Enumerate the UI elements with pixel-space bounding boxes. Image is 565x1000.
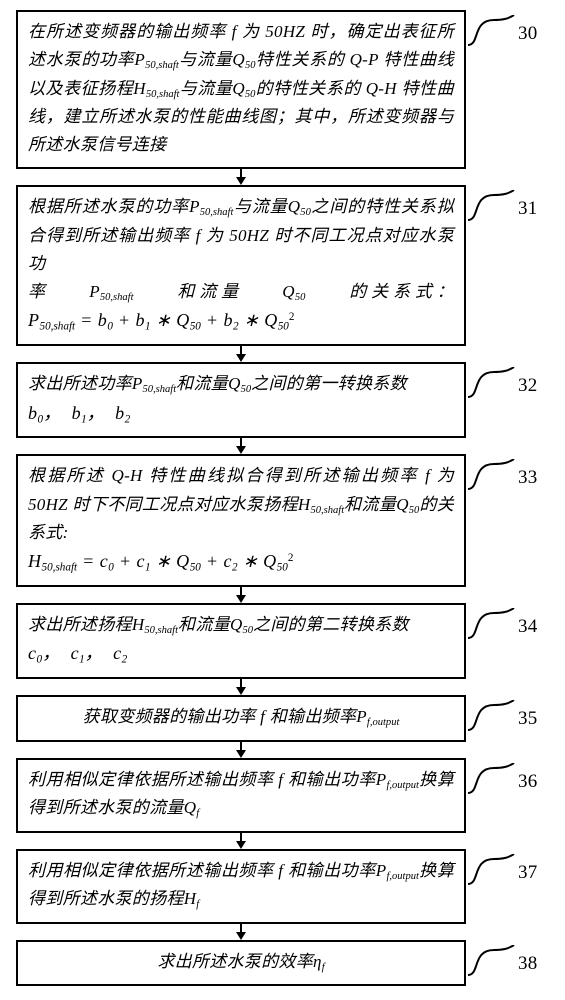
step-number: 33 xyxy=(518,462,538,493)
arrow-icon xyxy=(16,438,466,454)
step-36: 36 利用相似定律依据所述输出频率 f 和输出功率Pf,output换算得到所述… xyxy=(16,758,466,833)
step-number: 35 xyxy=(518,703,538,734)
step-number: 37 xyxy=(518,857,538,888)
step-label-30: 30 xyxy=(466,14,546,50)
text: 与流量 xyxy=(179,79,232,98)
arrow-icon xyxy=(16,833,466,849)
coeffs: c0， c1， c2 xyxy=(28,643,127,663)
step-label-38: 38 xyxy=(466,944,546,980)
arrow-icon xyxy=(16,924,466,940)
text: 和流量 xyxy=(178,615,230,634)
text: 利用相似定律依据所述输出频率 f 和输出功率 xyxy=(28,770,376,789)
step-label-32: 32 xyxy=(466,366,546,402)
formula: H50,shaft = c0 + c1 ∗ Q50 + c2 ∗ Q502 xyxy=(28,547,454,577)
text: 求出所述水泵的效率 xyxy=(157,952,313,971)
step-label-31: 31 xyxy=(466,189,546,225)
step-number: 34 xyxy=(518,611,538,642)
step-number: 36 xyxy=(518,766,538,797)
text: 与流量 xyxy=(179,50,233,69)
arrow-icon xyxy=(16,587,466,603)
step-32: 32 求出所述功率P50,shaft和流量Q50之间的第一转换系数 b0， b1… xyxy=(16,362,466,438)
step-label-35: 35 xyxy=(466,699,546,735)
text: 求出所述扬程 xyxy=(28,615,132,634)
spread-line: 率 P50,shaft 和 流 量 Q50 的 关 系 式 ： xyxy=(28,278,454,307)
arrow-icon xyxy=(16,346,466,362)
text: 求出所述功率 xyxy=(28,374,132,393)
arrow-icon xyxy=(16,742,466,758)
text: 根据所述水泵的功率 xyxy=(28,197,189,216)
coeffs: b0， b1， b2 xyxy=(28,403,130,423)
step-label-33: 33 xyxy=(466,458,546,494)
step-number: 32 xyxy=(518,370,538,401)
step-38: 38 求出所述水泵的效率ηf xyxy=(16,940,466,987)
step-label-37: 37 xyxy=(466,853,546,889)
formula: P50,shaft = b0 + b1 ∗ Q50 + b2 ∗ Q502 xyxy=(28,306,454,336)
flowchart-diagram: 30 在所述变频器的输出频率 f 为 50HZ 时，确定出表征所述水泵的功率P5… xyxy=(0,0,565,1000)
step-33: 33 根据所述 Q-H 特性曲线拟合得到所述输出频率 f 为 50HZ 时下不同… xyxy=(16,454,466,586)
step-number: 31 xyxy=(518,193,538,224)
step-35: 35 获取变频器的输出功率 f 和输出频率Pf,output xyxy=(16,695,466,742)
text: 利用相似定律依据所述输出频率 f 和输出功率 xyxy=(28,861,376,880)
step-30: 30 在所述变频器的输出频率 f 为 50HZ 时，确定出表征所述水泵的功率P5… xyxy=(16,10,466,169)
text: 和流量 xyxy=(176,374,228,393)
step-label-36: 36 xyxy=(466,762,546,798)
text: 和流量 xyxy=(344,495,396,514)
text: 之间的第一转换系数 xyxy=(251,374,407,393)
step-number: 30 xyxy=(518,18,538,49)
text: 获取变频器的输出功率 f 和输出频率 xyxy=(83,707,357,726)
step-37: 37 利用相似定律依据所述输出频率 f 和输出功率Pf,output换算得到所述… xyxy=(16,849,466,924)
arrow-icon xyxy=(16,679,466,695)
arrow-icon xyxy=(16,169,466,185)
text: 之间的第二转换系数 xyxy=(253,615,409,634)
step-number: 38 xyxy=(518,948,538,979)
text: 与流量 xyxy=(233,197,287,216)
step-31: 31 根据所述水泵的功率P50,shaft与流量Q50之间的特性关系拟合得到所述… xyxy=(16,185,466,346)
step-label-34: 34 xyxy=(466,607,546,643)
step-34: 34 求出所述扬程H50,shaft和流量Q50之间的第二转换系数 c0， c1… xyxy=(16,603,466,679)
